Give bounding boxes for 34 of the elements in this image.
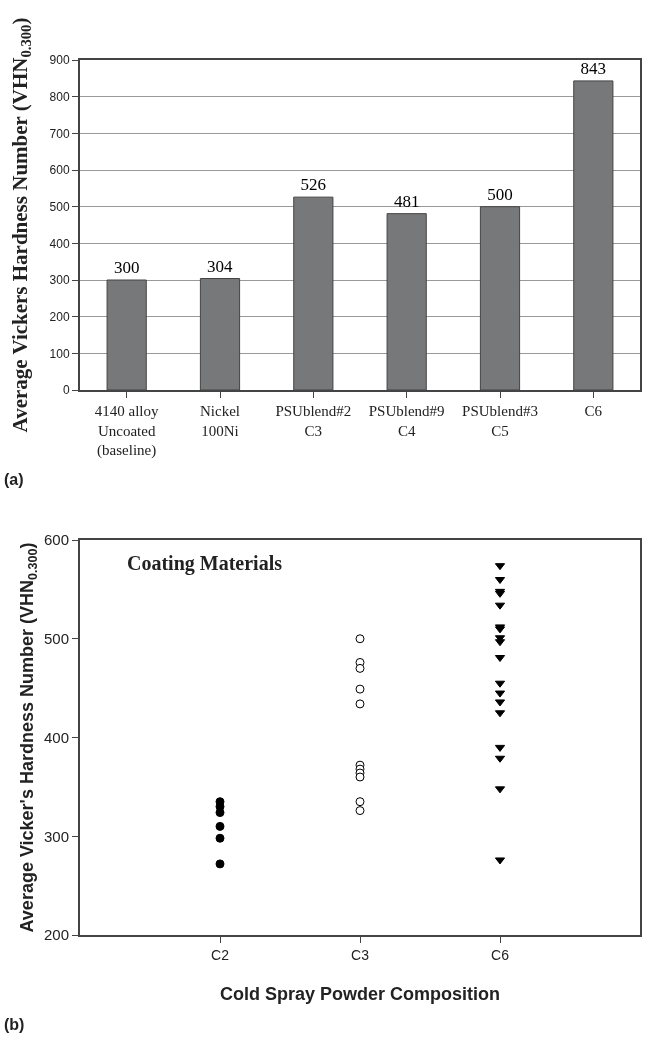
data-label: 843 [580, 58, 607, 78]
x-tick-label: PSUblend#2 C3 [275, 403, 352, 439]
y-tick-label: 300 [43, 827, 69, 845]
data-label: 526 [300, 175, 327, 195]
y-tick-label: 600 [49, 163, 70, 178]
y-tick-label: 200 [43, 926, 69, 944]
data-label: 304 [207, 256, 233, 276]
annotation: Coating Materials [127, 552, 283, 575]
x-tick-label: C3 [351, 946, 370, 963]
x-tick-label: PSUblend#9 C4 [368, 403, 445, 439]
x-tick-label: 4140 alloy Uncoated (baseline) [94, 403, 160, 459]
y-tick-label: 0 [62, 383, 70, 398]
x-axis-title: Cold Spray Powder Composition [219, 984, 501, 1004]
text: (a) [4, 471, 24, 488]
y-tick-label: 600 [43, 531, 69, 549]
y-tick-label: 300 [49, 273, 70, 288]
y-tick-label: 800 [49, 89, 70, 104]
x-tick-label: PSUblend#3 C5 [462, 403, 538, 439]
y-tick-label: 200 [49, 309, 70, 324]
y-tick-label: 400 [43, 728, 69, 746]
data-label: 481 [393, 191, 420, 211]
y-tick-label: 500 [43, 630, 69, 647]
x-tick-label: C2 [211, 946, 230, 963]
y-tick-label: 400 [49, 236, 70, 251]
x-tick-label: C6 [491, 946, 510, 963]
data-label: 300 [113, 258, 140, 277]
x-tick-label: C6 [584, 403, 603, 419]
y-tick-label: 100 [49, 346, 70, 361]
y-tick-label: 500 [49, 199, 70, 214]
y-tick-label: 700 [49, 126, 70, 141]
y-tick-label: 900 [49, 53, 70, 68]
data-label: 500 [487, 184, 513, 204]
text: (b) [4, 1016, 25, 1033]
x-tick-label: Nickel 100Ni [200, 403, 240, 439]
